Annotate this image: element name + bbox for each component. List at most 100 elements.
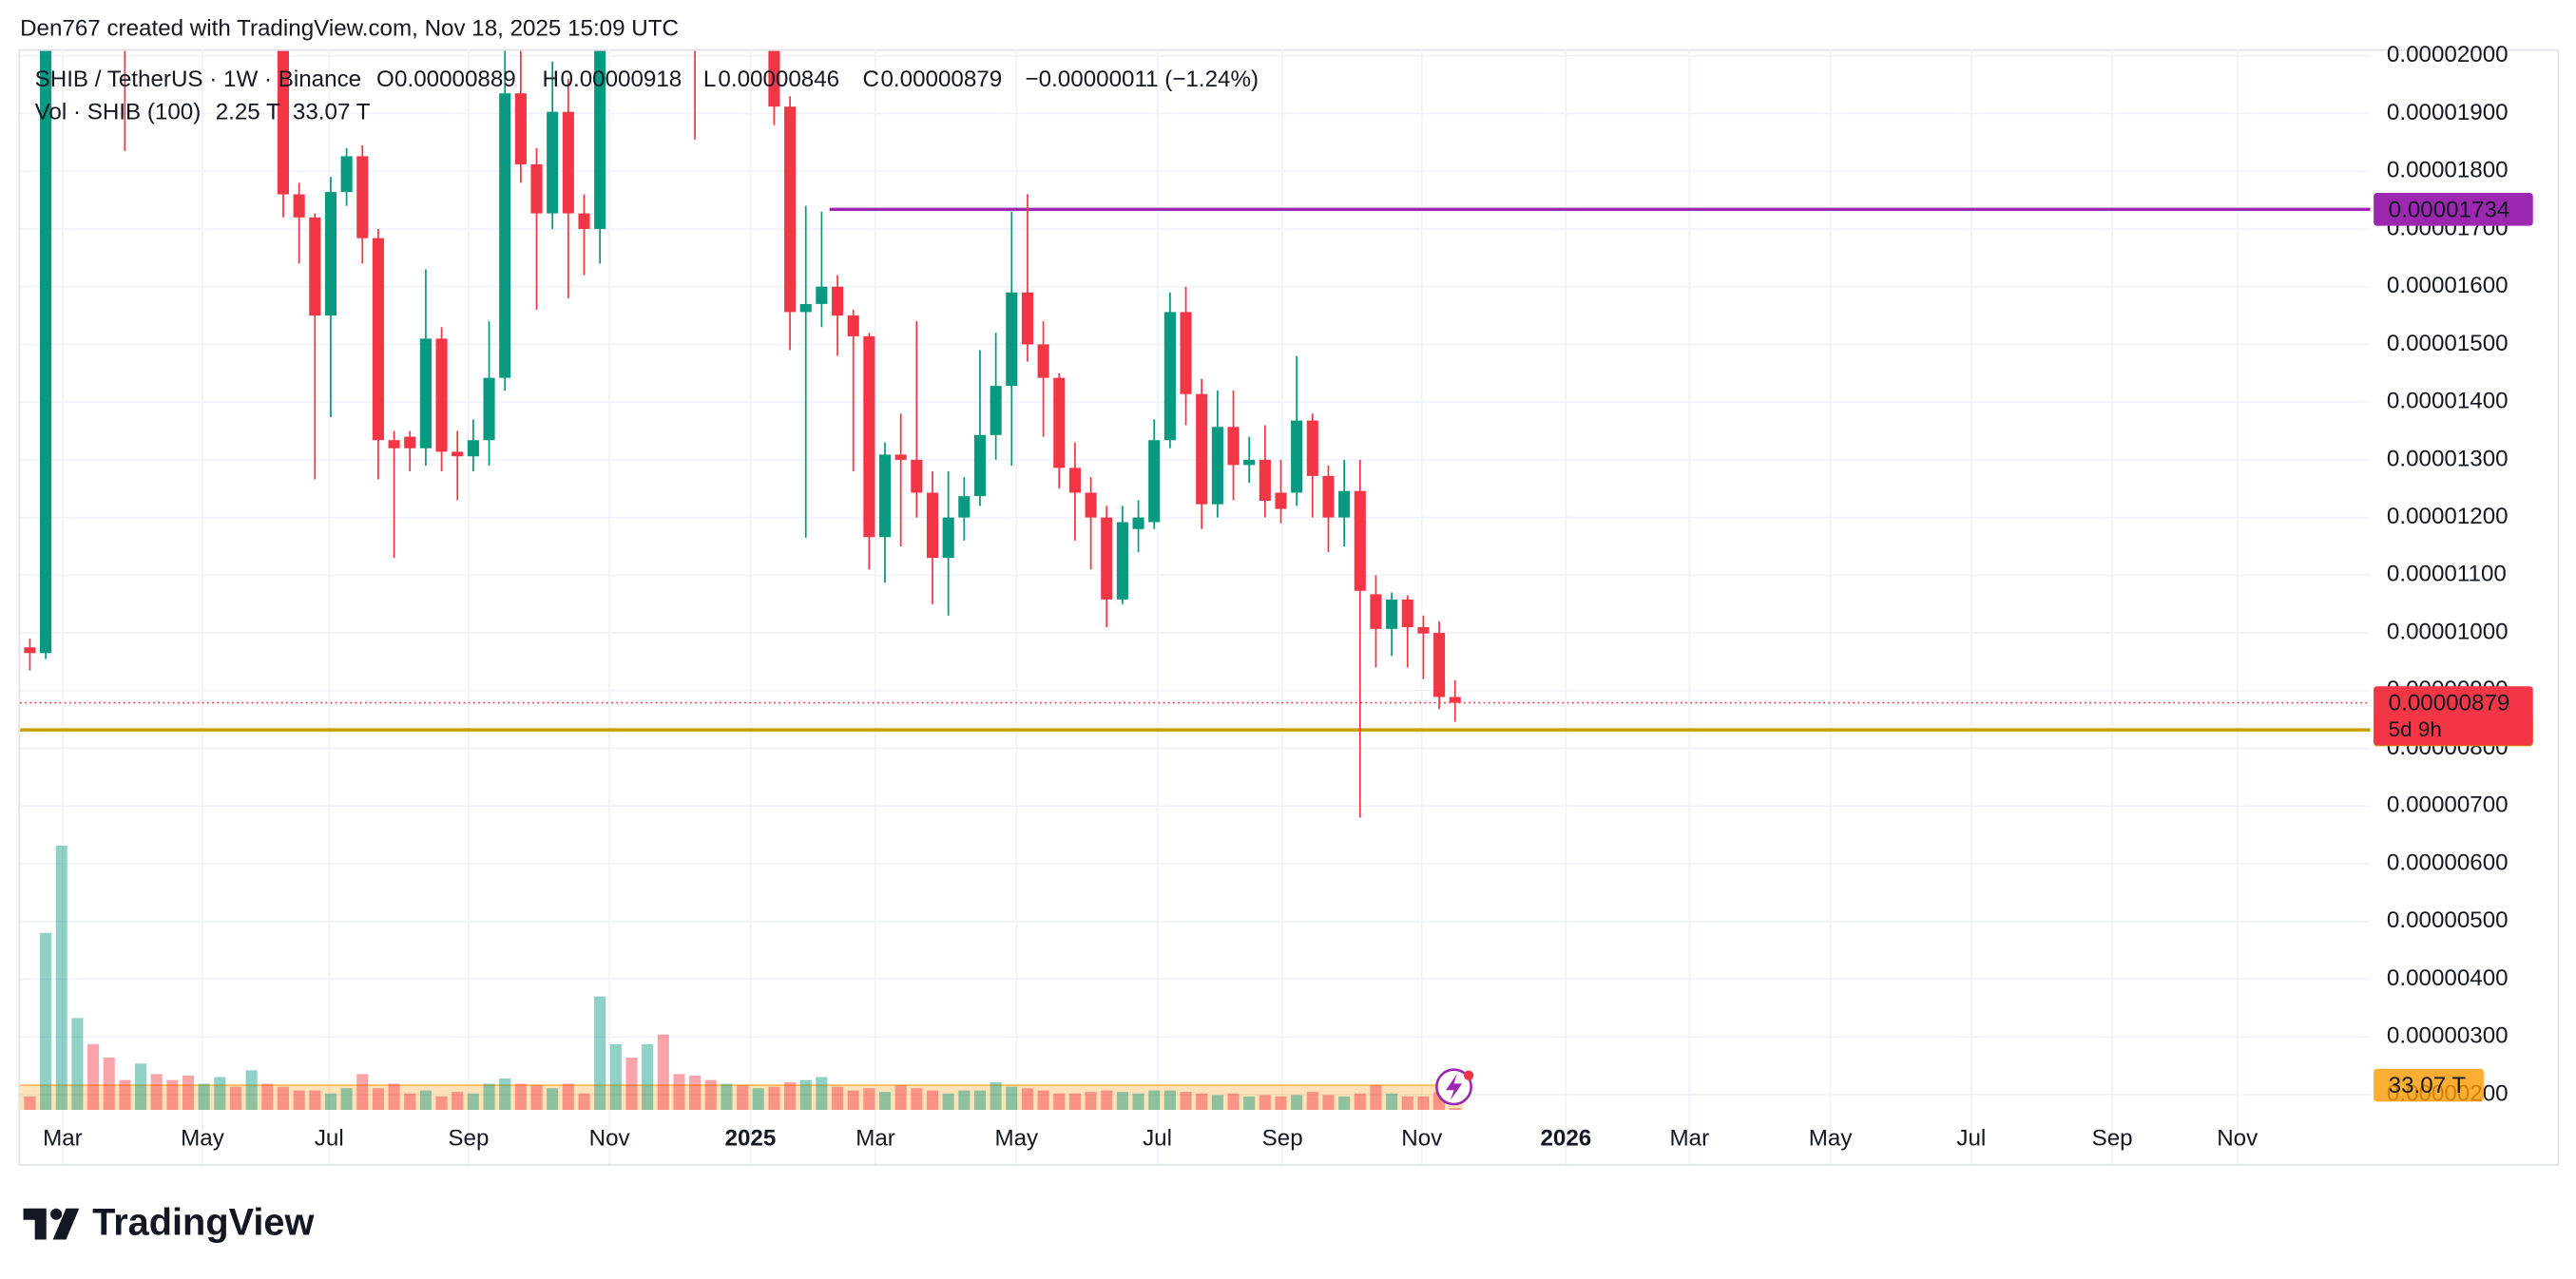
legend-open: 0.00000889 bbox=[394, 67, 516, 92]
candle-body bbox=[973, 434, 987, 497]
volume-bar bbox=[847, 1090, 859, 1111]
plot-area bbox=[20, 50, 2371, 1111]
y-tick-label: 0.00000700 bbox=[2387, 792, 2509, 818]
volume-bar bbox=[1417, 1096, 1430, 1111]
volume-bar bbox=[1068, 1093, 1081, 1111]
volume-bar bbox=[1370, 1085, 1382, 1111]
x-tick-label: Mar bbox=[855, 1126, 895, 1152]
volume-bar bbox=[1021, 1088, 1034, 1111]
brand-name: TradingView bbox=[92, 1201, 314, 1243]
candle-body bbox=[990, 386, 1002, 435]
volume-bar bbox=[768, 1086, 780, 1111]
candle-body bbox=[467, 440, 479, 457]
y-tick-label: 0.00001300 bbox=[2387, 446, 2509, 471]
candle-body bbox=[309, 217, 321, 316]
last-price-label: 0.00000879 bbox=[2389, 691, 2510, 716]
volume-ma-box bbox=[2374, 1068, 2484, 1102]
volume-bar bbox=[1037, 1090, 1049, 1111]
volume-bar bbox=[737, 1085, 749, 1111]
candle-body bbox=[831, 286, 844, 316]
x-tick-label: Sep bbox=[1262, 1126, 1303, 1152]
volume-value: 2.25 T bbox=[216, 100, 280, 125]
candle-body bbox=[388, 440, 400, 449]
y-tick-label: 0.00000400 bbox=[2387, 965, 2509, 991]
candle-body bbox=[1211, 427, 1223, 505]
volume-bar bbox=[1053, 1093, 1066, 1111]
axes: 0.000020000.000019000.000018000.00001700… bbox=[43, 42, 2533, 1152]
symbol-title: SHIB / TetherUS · 1W · Binance bbox=[35, 67, 361, 92]
candle-body bbox=[293, 194, 305, 218]
candle-body bbox=[24, 647, 36, 654]
volume-bar bbox=[134, 1063, 147, 1111]
y-tick-label: 0.00001500 bbox=[2387, 331, 2509, 356]
volume-bar bbox=[324, 1093, 336, 1111]
last-price-box bbox=[2374, 686, 2533, 746]
candle-body bbox=[277, 50, 290, 195]
volume-bar bbox=[277, 1086, 290, 1111]
grid bbox=[20, 48, 2371, 1165]
y-tick-label: 0.00002000 bbox=[2387, 42, 2509, 67]
replay-icon[interactable] bbox=[1435, 1068, 1474, 1106]
volume-bar bbox=[150, 1074, 163, 1111]
candle-body bbox=[40, 50, 52, 654]
replay-dot bbox=[1463, 1070, 1474, 1080]
volume-bar bbox=[594, 996, 606, 1111]
legend-low: 0.00000846 bbox=[718, 67, 839, 92]
candle-body bbox=[1196, 393, 1208, 505]
legend-change: −0.00000011 (−1.24%) bbox=[1026, 67, 1259, 92]
candle-body bbox=[1116, 522, 1128, 600]
candle-body bbox=[562, 111, 574, 214]
volume-bar bbox=[799, 1079, 812, 1111]
volume-bar bbox=[309, 1090, 321, 1111]
candle-body bbox=[435, 338, 448, 452]
candle-body bbox=[1417, 627, 1430, 634]
candle-body bbox=[578, 213, 590, 229]
volume-bar bbox=[752, 1088, 764, 1111]
volume-bar bbox=[71, 1018, 84, 1111]
logo-mark-t bbox=[23, 1208, 47, 1240]
volume-bar bbox=[578, 1093, 590, 1111]
volume-bar bbox=[673, 1074, 685, 1111]
volume-bar bbox=[1132, 1093, 1144, 1111]
volume-ma-axis-label: 33.07 T bbox=[2389, 1073, 2467, 1098]
candle-body bbox=[1259, 459, 1271, 502]
candle-body bbox=[1101, 517, 1113, 600]
candle-body bbox=[1163, 312, 1176, 441]
y-tick-label: 0.00001600 bbox=[2387, 273, 2509, 298]
volume-bar bbox=[55, 845, 67, 1111]
volume-bar bbox=[214, 1077, 226, 1111]
legend-c: C bbox=[862, 67, 878, 92]
volume-bar bbox=[1243, 1096, 1256, 1111]
candle-body bbox=[1386, 599, 1398, 629]
volume-bar bbox=[1354, 1093, 1366, 1111]
volume-bar bbox=[1322, 1095, 1335, 1111]
candle-body bbox=[514, 93, 527, 164]
x-tick-label: Nov bbox=[2217, 1126, 2258, 1152]
x-tick-label: Jul bbox=[1956, 1126, 1986, 1152]
volume-bar bbox=[609, 1043, 622, 1111]
volume-bar bbox=[1196, 1093, 1208, 1111]
volume-bar bbox=[119, 1079, 131, 1111]
volume-bar bbox=[1259, 1095, 1271, 1111]
x-tick-label: May bbox=[994, 1126, 1039, 1152]
volume-bar bbox=[1163, 1090, 1176, 1111]
x-tick-label: Sep bbox=[2092, 1126, 2133, 1152]
volume-bar bbox=[1291, 1095, 1303, 1111]
volume-bar bbox=[926, 1090, 939, 1111]
candle-body bbox=[1291, 420, 1303, 493]
volume-bar bbox=[1386, 1093, 1398, 1111]
y-tick-label: 0.00000300 bbox=[2387, 1023, 2509, 1049]
volume-bar bbox=[435, 1096, 448, 1111]
volume-bar bbox=[816, 1077, 828, 1111]
volume-bar bbox=[689, 1075, 702, 1111]
volume-bar bbox=[990, 1081, 1002, 1111]
volume-bar bbox=[657, 1034, 669, 1111]
volume-bar bbox=[514, 1083, 527, 1111]
logo-mark-v bbox=[52, 1208, 80, 1240]
volume-ma-area bbox=[20, 1085, 1464, 1111]
volume-bar bbox=[704, 1079, 717, 1111]
price-label-box bbox=[2374, 193, 2533, 226]
candle-body bbox=[1449, 697, 1461, 703]
candle-body bbox=[1275, 492, 1287, 509]
